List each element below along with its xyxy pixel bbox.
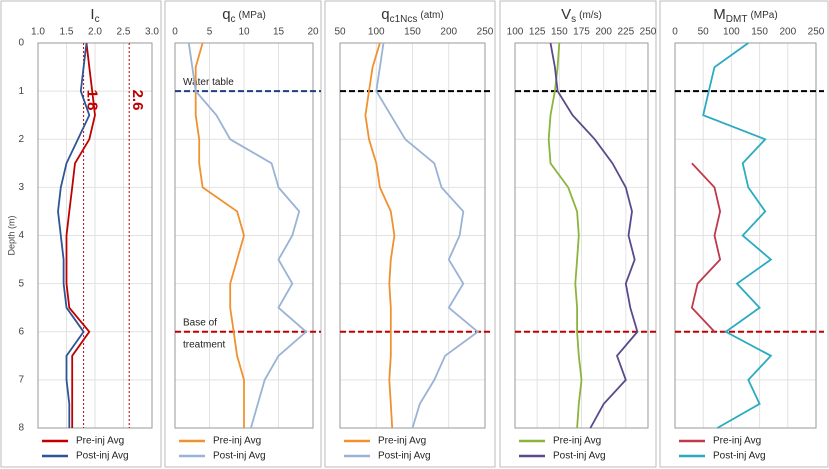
panel-border	[659, 0, 829, 468]
y-tick-label: 5	[18, 278, 24, 289]
title-part: I	[90, 6, 94, 23]
x-tick-label: 2.0	[88, 27, 102, 38]
title-part: q	[222, 6, 230, 23]
x-tick-label: 50	[698, 27, 710, 38]
title-part: V	[561, 6, 571, 23]
x-tick-label: 50	[334, 27, 346, 38]
x-tick-label: 175	[573, 27, 590, 38]
reference-label: 1.8	[84, 90, 101, 111]
x-tick-label: 250	[808, 27, 825, 38]
legend-label: Pre-inj Avg	[213, 436, 261, 447]
x-tick-label: 10	[238, 27, 250, 38]
y-tick-label: 1	[18, 86, 24, 97]
x-tick-label: 100	[507, 27, 524, 38]
x-tick-label: 250	[477, 27, 494, 38]
panel-title: qc (MPa)	[222, 6, 266, 25]
legend-label: Post-inj Avg	[76, 451, 129, 462]
panel-title: qc1Ncs (atm)	[381, 6, 443, 25]
legend-label: Pre-inj Avg	[553, 436, 601, 447]
y-axis-label: Depth (m)	[6, 215, 16, 255]
panel-title: Vs (m/s)	[561, 6, 602, 25]
x-tick-label: 0	[172, 27, 178, 38]
data-line	[187, 42, 308, 429]
title-unit: (atm)	[420, 10, 443, 21]
x-tick-label: 3.0	[145, 27, 159, 38]
data-line	[65, 42, 96, 428]
data-line	[57, 42, 91, 428]
legend-label: Post-inj Avg	[213, 451, 266, 462]
title-part: c	[231, 14, 236, 25]
x-tick-label: 15	[273, 27, 285, 38]
legend-label: Post-inj Avg	[553, 451, 606, 462]
x-tick-label: 100	[723, 27, 740, 38]
y-tick-label: 8	[18, 423, 24, 434]
x-tick-label: 150	[551, 27, 568, 38]
panel-border	[0, 0, 162, 468]
x-tick-label: 150	[751, 27, 768, 38]
legend-label: Post-inj Avg	[713, 451, 766, 462]
x-tick-label: 5	[207, 27, 213, 38]
x-tick-label: 125	[529, 27, 546, 38]
legend-label: Pre-inj Avg	[378, 436, 426, 447]
title-part: s	[571, 14, 576, 25]
panel-border	[499, 0, 657, 468]
y-tick-label: 3	[18, 182, 24, 193]
panel-border	[164, 0, 322, 468]
reference-label: 2.6	[129, 90, 146, 111]
reference-label: Water table	[183, 77, 234, 88]
title-part: c	[95, 14, 100, 25]
panel-title: MDMT (MPa)	[713, 6, 777, 25]
y-tick-label: 6	[18, 326, 24, 337]
data-line	[547, 42, 583, 429]
panel-title: Ic	[90, 6, 99, 25]
data-line	[375, 42, 480, 429]
reference-label: Base of	[183, 317, 217, 328]
x-tick-label: 225	[617, 27, 634, 38]
x-tick-label: 20	[307, 27, 319, 38]
legend-label: Pre-inj Avg	[713, 436, 761, 447]
x-tick-label: 200	[595, 27, 612, 38]
y-tick-label: 0	[18, 38, 24, 49]
reference-label: treatment	[183, 339, 225, 350]
title-unit: (MPa)	[239, 10, 266, 21]
x-tick-label: 200	[779, 27, 796, 38]
x-tick-label: 100	[368, 27, 385, 38]
plot-frame	[514, 42, 649, 429]
y-tick-label: 4	[18, 230, 24, 241]
legend-label: Pre-inj Avg	[76, 436, 124, 447]
data-line	[549, 42, 639, 429]
x-tick-label: 200	[440, 27, 457, 38]
data-line	[364, 42, 396, 429]
title-part: DMT	[726, 14, 748, 25]
title-unit: (m/s)	[579, 10, 602, 21]
title-part: c1Ncs	[390, 14, 418, 25]
y-tick-label: 2	[18, 134, 24, 145]
data-line	[702, 42, 773, 429]
title-part: q	[381, 6, 389, 23]
y-tick-label: 7	[18, 375, 24, 386]
x-tick-label: 0	[672, 27, 678, 38]
panel-border	[324, 0, 496, 468]
x-tick-label: 2.5	[117, 27, 131, 38]
x-tick-label: 250	[640, 27, 657, 38]
title-part: M	[713, 6, 726, 23]
data-line	[690, 162, 722, 333]
title-unit: (MPa)	[750, 10, 777, 21]
x-tick-label: 150	[404, 27, 421, 38]
plot-frame	[37, 42, 153, 429]
x-tick-label: 1.5	[60, 27, 74, 38]
plot-frame	[674, 42, 817, 429]
legend-label: Post-inj Avg	[378, 451, 431, 462]
x-tick-label: 1.0	[31, 27, 45, 38]
data-line	[194, 42, 245, 428]
